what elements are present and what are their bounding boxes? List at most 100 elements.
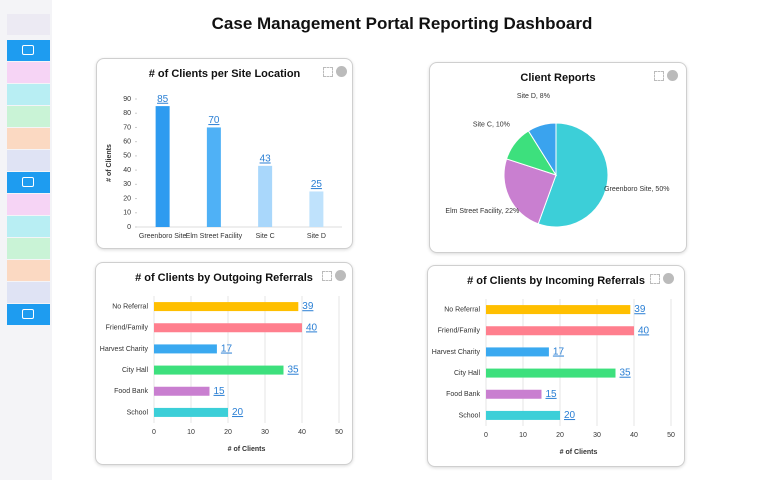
x-tick-label: 20 xyxy=(556,432,564,439)
x-tick-label: Greenboro Site xyxy=(139,233,187,240)
y-tick-label: 30 xyxy=(123,181,131,188)
value-label[interactable]: 20 xyxy=(232,407,244,418)
expand-icon[interactable] xyxy=(654,71,664,81)
x-tick-label: 50 xyxy=(667,432,675,439)
x-tick-label: 40 xyxy=(630,432,638,439)
chart: # of Clients by Incoming Referrals 0 10 20 3… xyxy=(432,275,675,456)
chart: # of Clients per Site Location # of Clien… xyxy=(106,68,342,240)
bar xyxy=(486,305,631,315)
pie-slice xyxy=(537,122,609,228)
nav-item[interactable] xyxy=(7,238,50,259)
chart-title: # of Clients by Outgoing Referrals xyxy=(135,272,313,284)
settings-icon[interactable] xyxy=(663,273,674,284)
x-tick-label: 40 xyxy=(298,429,306,436)
slice-label: Greenboro Site, 50% xyxy=(604,186,669,193)
chart: # of Clients by Outgoing Referrals 0 10 20 3… xyxy=(100,272,343,453)
nav-item[interactable] xyxy=(7,84,50,105)
nav-home[interactable] xyxy=(7,40,50,61)
x-axis-label: # of Clients xyxy=(560,449,598,456)
bar xyxy=(154,386,210,396)
x-axis-label: # of Clients xyxy=(228,446,266,453)
y-tick-label: 10 xyxy=(123,210,131,217)
pie-slice xyxy=(527,122,557,177)
value-label[interactable]: 35 xyxy=(288,365,300,376)
y-tick-label: Friend/Family xyxy=(438,328,481,335)
bar xyxy=(154,344,217,354)
nav-item[interactable] xyxy=(7,150,50,171)
chart: Client Reports Greenboro Site, 50% Elm Str… xyxy=(445,72,669,228)
nav-item[interactable] xyxy=(7,282,50,303)
value-label[interactable]: 15 xyxy=(214,386,226,397)
y-tick-label: City Hall xyxy=(454,370,481,377)
value-label[interactable]: 17 xyxy=(553,347,565,358)
x-tick-label: 10 xyxy=(519,432,527,439)
value-label[interactable]: 35 xyxy=(620,368,632,379)
bar xyxy=(486,368,616,378)
chart-title: Client Reports xyxy=(520,72,595,84)
value-label[interactable]: 70 xyxy=(208,115,220,126)
y-tick-label: Harvest Charity xyxy=(100,346,149,353)
bar xyxy=(486,410,560,420)
chart-title: # of Clients by Incoming Referrals xyxy=(467,275,645,287)
expand-button[interactable] xyxy=(7,14,50,35)
x-tick-label: 10 xyxy=(187,429,195,436)
chart-title: # of Clients per Site Location xyxy=(149,68,301,80)
value-label[interactable]: 40 xyxy=(306,322,318,333)
y-tick-label: Food Bank xyxy=(114,388,148,395)
expand-icon[interactable] xyxy=(323,67,333,77)
x-tick-label: Elm Street Facility xyxy=(186,233,243,240)
nav-item[interactable] xyxy=(7,194,50,215)
y-tick-label: School xyxy=(127,409,149,416)
value-label[interactable]: 43 xyxy=(260,153,272,164)
bar xyxy=(154,323,302,333)
bar xyxy=(154,407,228,417)
chart-panel: # of Clients by Incoming Referrals 0 10 20 3… xyxy=(427,265,685,467)
y-tick-label: 50 xyxy=(123,153,131,160)
value-label[interactable]: 85 xyxy=(157,94,169,105)
expand-icon[interactable] xyxy=(650,274,660,284)
bar xyxy=(486,389,542,399)
bar xyxy=(486,326,634,336)
nav-item[interactable] xyxy=(7,260,50,281)
value-label[interactable]: 39 xyxy=(302,301,314,312)
page-title: Case Management Portal Reporting Dashboa… xyxy=(211,14,593,33)
value-label[interactable]: 25 xyxy=(311,179,323,190)
value-label[interactable]: 17 xyxy=(221,344,233,355)
x-tick-label: 50 xyxy=(335,429,343,436)
value-label[interactable]: 15 xyxy=(546,389,558,400)
settings-icon[interactable] xyxy=(667,70,678,81)
y-tick-label: School xyxy=(459,412,481,419)
nav-item[interactable] xyxy=(7,62,50,83)
value-label[interactable]: 20 xyxy=(564,410,576,421)
bar xyxy=(155,106,170,227)
x-tick-label: 30 xyxy=(593,432,601,439)
y-tick-label: 60 xyxy=(123,139,131,146)
settings-icon[interactable] xyxy=(336,66,347,77)
settings-icon[interactable] xyxy=(335,270,346,281)
nav-item[interactable] xyxy=(7,106,50,127)
bar xyxy=(309,191,324,227)
y-tick-label: Harvest Charity xyxy=(432,349,481,356)
bar xyxy=(258,165,273,227)
y-tick-label: 20 xyxy=(123,195,131,202)
bar xyxy=(154,302,299,312)
y-tick-label: No Referral xyxy=(444,306,480,313)
y-axis-label: # of Clients xyxy=(106,144,113,182)
nav-item[interactable] xyxy=(7,172,50,193)
x-tick-label: 20 xyxy=(224,429,232,436)
nav-item[interactable] xyxy=(7,128,50,149)
value-label[interactable]: 40 xyxy=(638,325,650,336)
nav-item[interactable] xyxy=(7,304,50,325)
bar xyxy=(206,127,221,227)
chart-panel: # of Clients per Site Location # of Clien… xyxy=(96,58,353,249)
chart-panel: # of Clients by Outgoing Referrals 0 10 20 3… xyxy=(95,262,353,465)
nav-item[interactable] xyxy=(7,216,50,237)
y-tick-label: 70 xyxy=(123,124,131,131)
chart-panel: Client Reports Greenboro Site, 50% Elm Str… xyxy=(429,62,687,253)
y-tick-label: Food Bank xyxy=(446,391,480,398)
x-tick-label: 30 xyxy=(261,429,269,436)
expand-icon[interactable] xyxy=(322,271,332,281)
value-label[interactable]: 39 xyxy=(634,304,646,315)
y-tick-label: 40 xyxy=(123,167,131,174)
